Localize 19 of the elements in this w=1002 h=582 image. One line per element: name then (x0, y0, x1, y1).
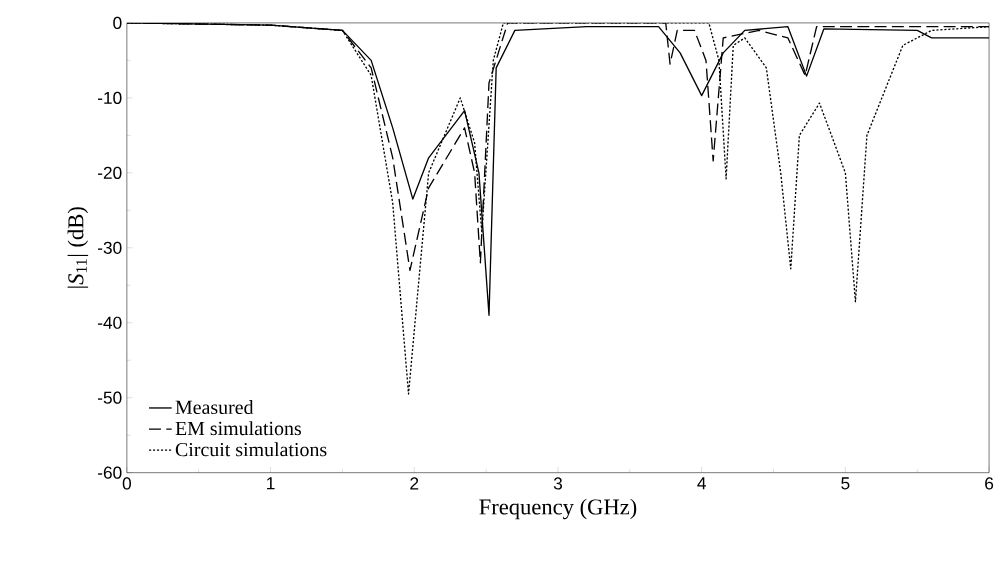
x-tick-label: 3 (553, 477, 563, 490)
y-tick-label: -50 (98, 391, 122, 404)
y-axis-title: |S$_{11}$| (dB) (67, 207, 89, 288)
y-tick-label: -30 (98, 241, 122, 254)
y-tick-label: -20 (98, 166, 122, 179)
x-tick-label: 1 (267, 477, 275, 490)
y-tick-label: -40 (98, 316, 122, 329)
legend-label: EM simulations (175, 421, 301, 436)
x-axis-title: Frequency (GHz) (479, 498, 637, 520)
legend-label: Circuit simulations (175, 442, 327, 457)
x-tick-label: 2 (410, 477, 419, 490)
x-tick-label: 5 (841, 477, 850, 490)
y-tick-label: -60 (98, 466, 122, 479)
x-tick-label: 0 (122, 477, 131, 490)
x-tick-label: 6 (985, 477, 994, 490)
y-tick-label: 0 (113, 16, 122, 29)
legend-label: Measured (175, 399, 254, 414)
y-tick-label: -10 (98, 91, 122, 104)
x-tick-label: 4 (697, 477, 706, 490)
